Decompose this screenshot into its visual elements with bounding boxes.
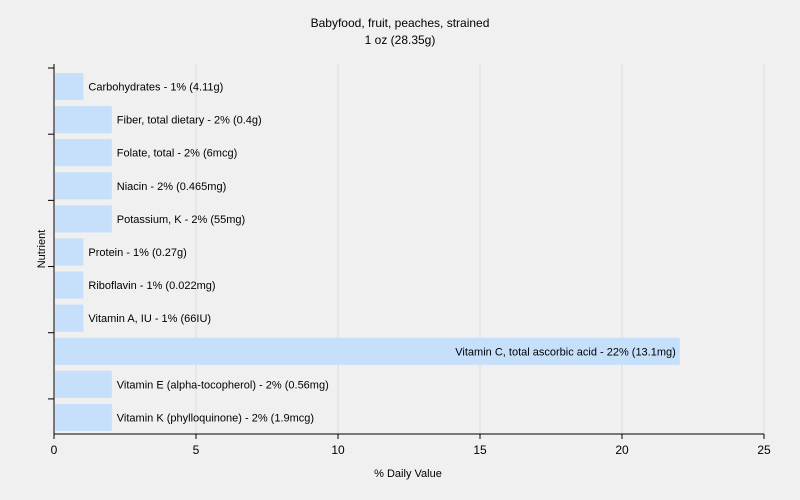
bar: [55, 72, 84, 101]
bar: [55, 238, 84, 266]
bar: [55, 403, 112, 432]
bar-label: Fiber, total dietary - 2% (0.4g): [117, 115, 262, 127]
chart-title: Babyfood, fruit, peaches, strained: [311, 16, 490, 30]
y-axis-title: Nutrient: [36, 230, 48, 269]
bar-label: Vitamin A, IU - 1% (66IU): [88, 313, 211, 325]
bar-label: Niacin - 2% (0.465mg): [117, 181, 226, 193]
bar-label: Folate, total - 2% (6mcg): [117, 148, 237, 160]
bar: [55, 304, 84, 332]
x-tick-label: 5: [193, 443, 200, 457]
bar-label: Vitamin C, total ascorbic acid - 22% (13…: [455, 346, 676, 358]
x-tick-label: 20: [615, 443, 629, 457]
bar: [55, 337, 680, 365]
bar: [55, 271, 84, 299]
x-tick-label: 0: [51, 443, 58, 457]
x-tick-label: 25: [757, 443, 771, 457]
bar: [55, 205, 112, 233]
bar: [55, 370, 112, 398]
x-tick-label: 10: [331, 443, 345, 457]
bar-label: Riboflavin - 1% (0.022mg): [88, 280, 215, 292]
bar: [55, 106, 112, 134]
bar-label: Potassium, K - 2% (55mg): [117, 214, 245, 226]
grid-lines: [195, 64, 765, 434]
axes: 0 5 10 15 20 25: [48, 64, 771, 457]
bar-label: Vitamin K (phylloquinone) - 2% (1.9mcg): [117, 412, 314, 424]
bar: [55, 172, 112, 200]
bar-label: Vitamin E (alpha-tocopherol) - 2% (0.56m…: [117, 379, 329, 391]
chart-subtitle: 1 oz (28.35g): [365, 33, 436, 47]
bar: [55, 139, 112, 167]
bar-label: Protein - 1% (0.27g): [88, 247, 186, 259]
bars: Carbohydrates - 1% (4.11g) Fiber, total d…: [55, 72, 680, 432]
x-tick-label: 15: [473, 443, 487, 457]
bar-label: Carbohydrates - 1% (4.11g): [88, 82, 223, 94]
x-axis-title: % Daily Value: [374, 468, 442, 480]
